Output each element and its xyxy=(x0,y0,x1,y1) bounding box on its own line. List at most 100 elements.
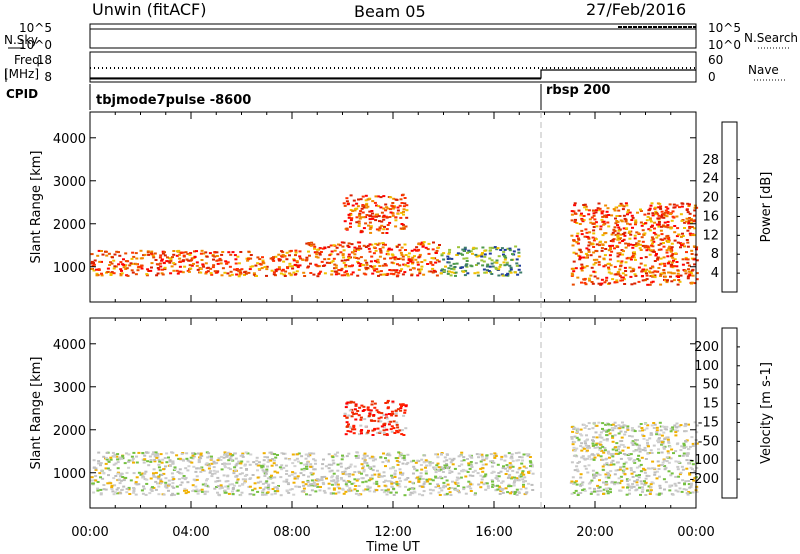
scatter-cell xyxy=(276,490,280,493)
scatter-cell xyxy=(371,217,375,220)
scatter-cell xyxy=(361,410,365,412)
scatter-cell xyxy=(645,439,649,442)
scatter-cell xyxy=(307,475,310,478)
scatter-cell xyxy=(378,411,382,414)
scatter-cell xyxy=(159,480,163,483)
scatter-cell xyxy=(614,425,618,427)
scatter-cell xyxy=(418,270,422,273)
scatter-cell xyxy=(350,217,354,220)
scatter-cell xyxy=(649,489,653,492)
scatter-cell xyxy=(331,492,335,495)
scatter-cell xyxy=(583,427,587,429)
scatter-cell xyxy=(671,493,675,496)
scatter-cell xyxy=(210,273,214,276)
scatter-cell xyxy=(92,269,96,272)
scatter-cell xyxy=(152,475,156,478)
scatter-cell xyxy=(527,482,531,485)
scatter-cell xyxy=(626,213,629,216)
scatter-cell xyxy=(379,420,383,423)
scatter-cell xyxy=(377,485,381,488)
scatter-cell xyxy=(660,225,663,228)
scatter-cell xyxy=(122,263,126,266)
scatter-cell xyxy=(508,467,512,470)
scatter-cell xyxy=(149,477,153,480)
scatter-cell xyxy=(209,267,213,270)
scatter-cell xyxy=(373,201,377,204)
scatter-cell xyxy=(648,283,652,286)
scatter-cell xyxy=(236,255,240,258)
freq-panel: Freq. [MHz] 18 8 60 0 Nave xyxy=(4,51,786,84)
scatter-cell xyxy=(666,224,670,227)
scatter-cell xyxy=(348,465,352,468)
scatter-cell xyxy=(113,253,117,256)
scatter-cell xyxy=(438,475,442,478)
scatter-cell xyxy=(195,261,199,264)
scatter-cell xyxy=(695,272,699,275)
scatter-cell xyxy=(582,447,586,450)
scatter-cell xyxy=(596,452,600,455)
scatter-cell xyxy=(687,480,691,482)
scatter-cell xyxy=(349,194,353,197)
scatter-cell xyxy=(258,258,262,261)
scatter-cell xyxy=(416,459,420,462)
scatter-cell xyxy=(676,283,680,286)
scatter-cell xyxy=(675,215,679,218)
scatter-cell xyxy=(288,458,292,461)
nsky-panel: N.Sky 10^5 10^0 10^5 10^0 N.Search xyxy=(4,21,798,52)
scatter-cell xyxy=(638,247,642,250)
scatter-cell xyxy=(294,249,298,252)
scatter-cell xyxy=(643,270,647,273)
scatter-cell xyxy=(420,265,424,268)
scatter-cell xyxy=(263,456,267,458)
scatter-cell xyxy=(101,253,105,256)
scatter-cell xyxy=(659,257,663,260)
scatter-cell xyxy=(673,225,677,227)
scatter-cell xyxy=(695,442,699,445)
scatter-cell xyxy=(368,457,372,460)
scatter-cell xyxy=(374,219,378,222)
scatter-cell xyxy=(647,270,651,273)
scatter-cell xyxy=(525,453,529,456)
scatter-cell xyxy=(508,270,512,273)
scatter-cell xyxy=(606,450,610,453)
scatter-cell xyxy=(627,242,630,245)
scatter-cell xyxy=(577,428,581,431)
scatter-cell xyxy=(630,486,634,489)
scatter-cell xyxy=(484,488,488,491)
scatter-cell xyxy=(468,474,472,477)
scatter-cell xyxy=(292,259,296,262)
scatter-cell xyxy=(519,473,523,476)
scatter-cell xyxy=(637,459,641,462)
scatter-cell xyxy=(216,485,220,488)
scatter-cell xyxy=(517,492,521,494)
scatter-cell xyxy=(621,279,624,282)
scatter-cell xyxy=(236,489,240,492)
scatter-cell xyxy=(641,275,644,277)
scatter-cell xyxy=(137,471,141,474)
scatter-cell xyxy=(350,273,354,276)
scatter-cell xyxy=(524,492,528,495)
scatter-cell xyxy=(670,272,674,275)
scatter-cell xyxy=(637,476,641,479)
scatter-cell xyxy=(651,467,655,470)
scatter-cell xyxy=(447,261,451,264)
scatter-cell xyxy=(266,456,269,459)
scatter-cell xyxy=(457,246,460,249)
scatter-cell xyxy=(598,433,602,436)
scatter-cell xyxy=(231,487,235,489)
scatter-cell xyxy=(679,246,682,249)
scatter-cell xyxy=(403,197,407,199)
scatter-cell xyxy=(674,431,678,434)
scatter-cell xyxy=(336,475,339,478)
scatter-cell xyxy=(154,471,158,474)
scatter-cell xyxy=(199,457,203,460)
scatter-cell xyxy=(643,232,647,235)
scatter-cell xyxy=(340,259,344,262)
scatter-cell xyxy=(378,430,382,433)
scatter-cell xyxy=(110,271,114,274)
scatter-cell xyxy=(681,454,685,457)
scatter-cell xyxy=(100,250,103,252)
scatter-cell xyxy=(388,480,392,483)
scatter-cell xyxy=(690,436,694,439)
